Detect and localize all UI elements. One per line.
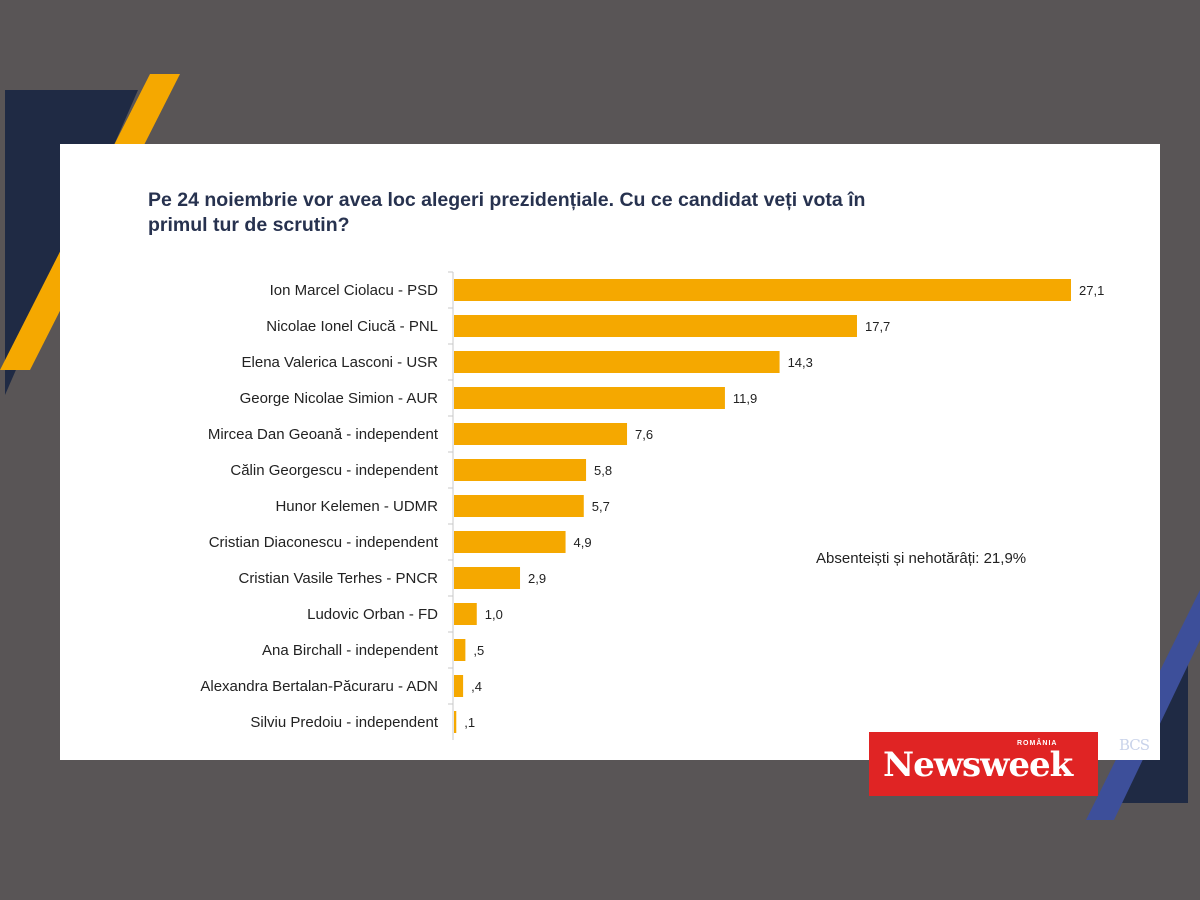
data-label: 2,9 [528, 571, 546, 586]
newsweek-logo: ROMÂNIA Newsweek [869, 732, 1098, 796]
bar [454, 459, 587, 481]
data-label: 5,8 [594, 463, 612, 478]
category-label: Alexandra Bertalan-Păcuraru - ADN [200, 678, 438, 695]
bar [454, 495, 584, 517]
category-label: George Nicolae Simion - AUR [240, 390, 439, 407]
category-label: Ludovic Orban - FD [307, 606, 438, 623]
data-label: 1,0 [485, 607, 503, 622]
bar [454, 531, 566, 553]
category-label: Nicolae Ionel Ciucă - PNL [266, 318, 438, 335]
bcs-logo: BCS [1119, 736, 1150, 754]
category-label: Cristian Vasile Terhes - PNCR [238, 570, 438, 587]
bar [454, 675, 464, 697]
bar [454, 279, 1071, 301]
category-label: Mircea Dan Geoană - independent [208, 426, 439, 443]
category-label: Elena Valerica Lasconi - USR [242, 354, 439, 371]
category-label: Cristian Diaconescu - independent [209, 534, 439, 551]
data-label: 14,3 [788, 355, 813, 370]
bar [454, 603, 477, 625]
chart-title-line-2: primul tur de scrutin? [148, 214, 350, 236]
data-label: 4,9 [574, 535, 592, 550]
data-label: 5,7 [592, 499, 610, 514]
category-label: Ana Birchall - independent [262, 642, 439, 659]
bar [454, 387, 725, 409]
bar [454, 351, 780, 373]
bar [454, 711, 457, 733]
data-label: ,5 [473, 643, 484, 658]
bar [454, 639, 466, 661]
data-label: 11,9 [733, 391, 757, 406]
category-label: Hunor Kelemen - UDMR [275, 498, 438, 515]
bar-chart: Ion Marcel Ciolacu - PSD 27,1 Nicolae Ione… [200, 271, 1104, 740]
newsweek-logo-region: ROMÂNIA [1017, 740, 1058, 747]
newsweek-logo-text: Newsweek [883, 745, 1073, 785]
bar [454, 567, 521, 589]
absentee-note: Absenteiști și nehotărâți: 21,9% [816, 550, 1027, 567]
data-label: 27,1 [1079, 283, 1104, 298]
chart-title: Pe 24 noiembrie vor avea loc alegeri pre… [148, 188, 1008, 238]
data-label: ,1 [464, 715, 475, 730]
category-label: Silviu Predoiu - independent [250, 714, 438, 731]
data-label: 17,7 [865, 319, 890, 334]
category-label: Călin Georgescu - independent [230, 462, 438, 479]
data-label: ,4 [471, 679, 482, 694]
bar [454, 423, 628, 445]
category-label: Ion Marcel Ciolacu - PSD [270, 282, 439, 299]
chart-card: Pe 24 noiembrie vor avea loc alegeri pre… [60, 144, 1160, 760]
bar [454, 315, 857, 337]
data-label: 7,6 [635, 427, 653, 442]
chart-title-line-1: Pe 24 noiembrie vor avea loc alegeri pre… [148, 189, 866, 211]
